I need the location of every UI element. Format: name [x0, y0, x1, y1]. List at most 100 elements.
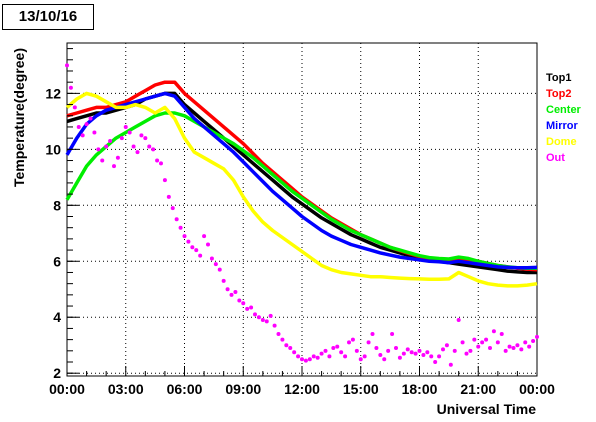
point-out	[319, 351, 324, 356]
point-out	[456, 318, 461, 323]
point-out	[186, 239, 191, 244]
plot-frame	[66, 42, 538, 377]
series-mirror-line	[65, 91, 538, 270]
point-out	[495, 340, 500, 345]
point-out	[296, 354, 301, 359]
point-out	[92, 130, 97, 135]
point-out	[108, 138, 113, 143]
point-out	[139, 133, 144, 138]
legend-item-out: Out	[546, 152, 565, 164]
y-axis-label: Temperature(degree)	[11, 48, 27, 187]
x-tick-label: 15:00	[343, 381, 379, 397]
point-out	[370, 332, 375, 337]
point-out	[362, 354, 367, 359]
point-out	[100, 158, 105, 163]
point-out	[480, 340, 485, 345]
point-out	[264, 319, 269, 324]
point-out	[503, 348, 508, 353]
point-out	[151, 147, 156, 152]
point-out	[276, 332, 281, 337]
point-out	[225, 287, 230, 292]
point-out	[366, 340, 371, 345]
point-out	[433, 360, 438, 365]
point-out	[84, 122, 89, 127]
point-out	[468, 348, 473, 353]
y-tick-label: 10	[45, 141, 61, 157]
y-tick-labels: 2 4 6 8 10 12	[45, 85, 61, 381]
point-out	[300, 357, 304, 362]
point-out	[311, 354, 316, 359]
point-out	[182, 234, 187, 239]
point-out	[444, 343, 449, 348]
point-out	[288, 346, 293, 351]
chart-title: 13/10/16	[2, 4, 94, 30]
point-out	[209, 256, 214, 261]
point-out	[159, 161, 163, 166]
point-out	[374, 346, 379, 351]
point-out	[135, 150, 140, 155]
point-out	[519, 347, 524, 352]
point-out	[68, 85, 73, 90]
y-tick-label: 12	[45, 85, 61, 101]
point-out	[178, 225, 183, 230]
point-out	[358, 357, 363, 362]
point-out	[350, 337, 355, 342]
point-out	[484, 337, 489, 342]
point-out	[292, 350, 297, 355]
point-out	[190, 245, 195, 250]
point-out	[425, 350, 430, 355]
point-out	[331, 346, 336, 351]
x-tick-label: 21:00	[460, 381, 496, 397]
point-out	[206, 242, 210, 247]
point-out	[256, 315, 261, 320]
point-out	[491, 329, 496, 334]
point-out	[143, 136, 148, 141]
point-out	[441, 347, 445, 352]
x-tick-label: 00:00	[519, 381, 555, 397]
point-out	[488, 346, 492, 351]
series-group	[65, 63, 539, 367]
point-out	[119, 136, 124, 141]
point-out	[523, 340, 528, 345]
point-out	[162, 178, 167, 183]
point-out	[307, 357, 312, 362]
point-out	[394, 346, 398, 351]
point-out	[531, 339, 536, 344]
point-out	[112, 164, 116, 169]
point-out	[405, 347, 410, 352]
point-out	[202, 234, 207, 239]
point-out	[397, 355, 402, 360]
point-out	[511, 346, 516, 351]
point-out	[354, 348, 359, 353]
point-out	[437, 354, 442, 359]
point-out	[166, 194, 171, 199]
point-out	[390, 332, 395, 337]
x-axis-label: Universal Time	[437, 401, 537, 417]
x-tick-labels: 00:00 03:00 06:00 09:00 12:00 15:00 18:00 21:00…	[49, 381, 555, 397]
series-dome-line	[65, 91, 538, 288]
point-out	[284, 343, 289, 348]
point-out	[96, 147, 101, 152]
point-out	[535, 334, 539, 339]
point-out	[233, 290, 238, 295]
point-out	[115, 155, 120, 160]
point-out	[347, 340, 351, 345]
legend-item-top1: Top1	[546, 72, 572, 84]
point-out	[378, 353, 383, 358]
series-center-line	[65, 111, 537, 271]
x-tick-label: 00:00	[49, 381, 85, 397]
point-out	[507, 344, 512, 349]
point-out	[72, 105, 77, 110]
point-out	[65, 63, 69, 68]
point-out	[221, 278, 226, 283]
point-out	[476, 344, 481, 349]
point-out	[417, 348, 422, 353]
point-out	[131, 144, 136, 149]
point-out	[382, 357, 387, 362]
y-tick-label: 8	[53, 197, 61, 213]
point-out	[217, 267, 222, 272]
legend-item-mirror: Mirror	[546, 120, 578, 132]
point-out	[515, 343, 520, 348]
y-tick-label: 2	[53, 365, 61, 381]
